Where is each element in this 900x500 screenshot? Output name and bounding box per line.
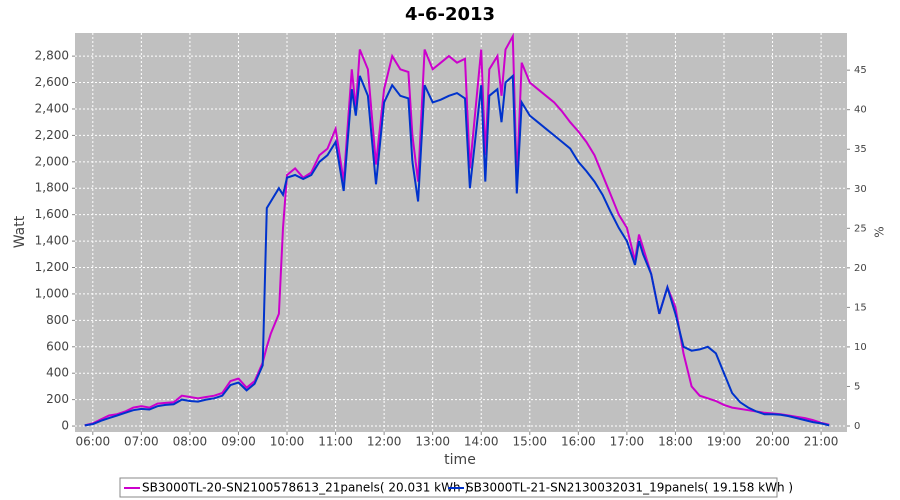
y-tick-label: 800 [46, 313, 69, 327]
y-tick-label: 2,400 [35, 101, 69, 115]
x-tick-label: 08:00 [173, 435, 208, 449]
x-tick-label: 12:00 [367, 435, 402, 449]
series-line [84, 73, 830, 427]
legend-label: SB3000TL-20-SN2100578613_21panels( 20.03… [142, 481, 469, 495]
y2-tick-label: 45 [854, 65, 867, 76]
y-tick-label: 600 [46, 339, 69, 353]
x-tick-label: 17:00 [610, 435, 645, 449]
y2-tick-label: 10 [854, 342, 867, 353]
y2-tick-label: 20 [854, 263, 867, 274]
y2-tick-label: 30 [854, 184, 867, 195]
y-tick-label: 2,200 [35, 128, 69, 142]
x-tick-label: 13:00 [415, 435, 450, 449]
x-tick-label: 15:00 [512, 435, 547, 449]
x-tick-label: 19:00 [707, 435, 742, 449]
y2-tick-label: 35 [854, 144, 867, 155]
y2-axis-label: % [873, 226, 887, 237]
y-axis-label: Watt [12, 215, 28, 248]
x-tick-label: 09:00 [221, 435, 256, 449]
y2-tick-label: 5 [854, 381, 860, 392]
y-tick-label: 400 [46, 366, 69, 380]
y-tick-label: 2,600 [35, 75, 69, 89]
y-tick-label: 2,800 [35, 49, 69, 63]
y-tick-label: 1,200 [35, 260, 69, 274]
y2-tick-label: 25 [854, 223, 867, 234]
y-tick-label: 1,400 [35, 234, 69, 248]
x-tick-label: 11:00 [318, 435, 353, 449]
y-tick-label: 200 [46, 392, 69, 406]
y-tick-label: 2,000 [35, 154, 69, 168]
chart-title: 4-6-2013 [405, 4, 495, 25]
y-tick-label: 1,000 [35, 286, 69, 300]
y-tick-label: 1,800 [35, 181, 69, 195]
y2-tick-label: 15 [854, 302, 867, 313]
x-tick-label: 16:00 [561, 435, 596, 449]
y2-tick-label: 0 [854, 421, 860, 432]
x-tick-label: 06:00 [76, 435, 111, 449]
x-tick-label: 14:00 [464, 435, 499, 449]
x-tick-label: 10:00 [270, 435, 305, 449]
x-tick-label: 20:00 [755, 435, 790, 449]
plot-area [75, 33, 847, 432]
legend-label: SB3000TL-21-SN2130032031_19panels( 19.15… [466, 481, 793, 495]
x-tick-label: 07:00 [124, 435, 159, 449]
series-line [84, 32, 830, 427]
y-tick-label: 1,600 [35, 207, 69, 221]
x-tick-label: 21:00 [804, 435, 839, 449]
x-tick-label: 18:00 [658, 435, 693, 449]
y-tick-label: 0 [61, 419, 69, 433]
y2-tick-label: 40 [854, 105, 867, 116]
x-axis-label: time [444, 452, 476, 468]
